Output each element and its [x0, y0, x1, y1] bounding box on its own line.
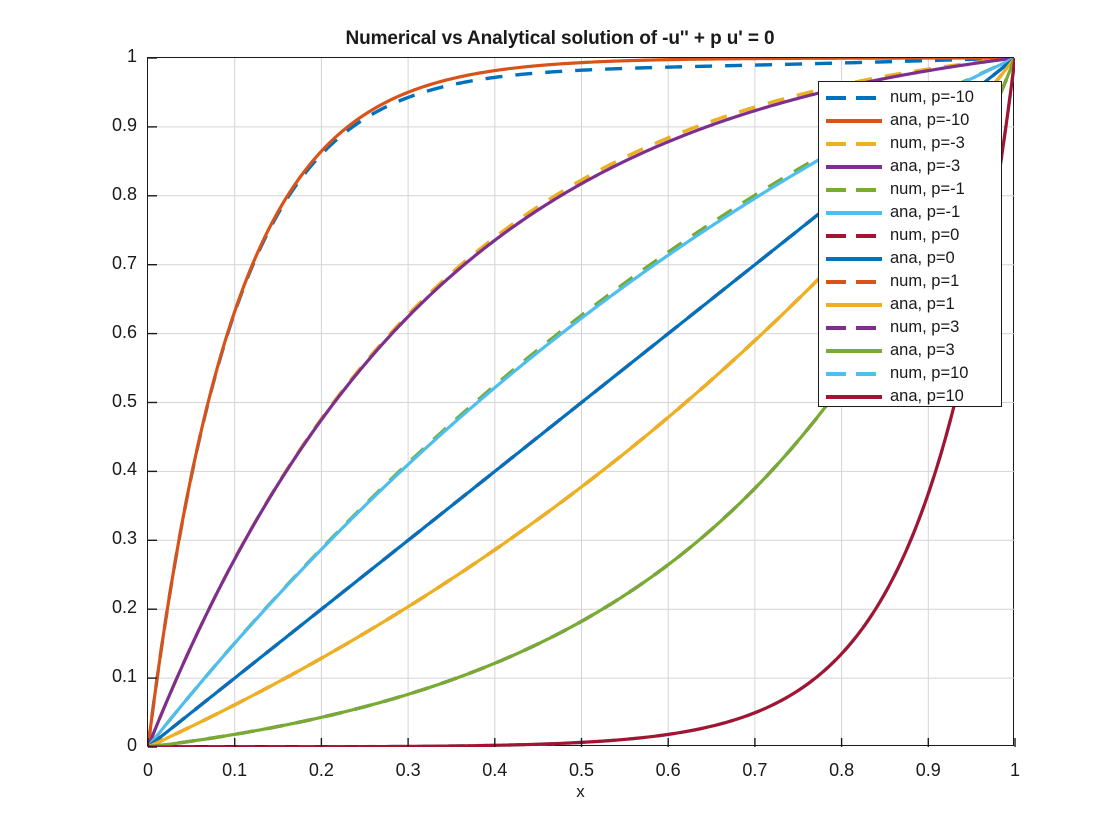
legend-item-label: num, p=3 [890, 318, 960, 336]
legend-box[interactable]: num, p=-10 ana, p=-10 num, p=-3 ana, p=-3 nu… [818, 81, 1002, 407]
legend-item-label: num, p=10 [890, 364, 969, 382]
x-tick-label: 0.7 [742, 760, 768, 780]
legend-color-swatch [826, 160, 882, 174]
y-tick-label: 0.1 [111, 666, 137, 687]
legend-color-swatch [826, 344, 882, 358]
y-tick-label: 1 [126, 46, 137, 66]
legend-color-swatch [826, 390, 882, 404]
y-tick-label: 0.8 [111, 183, 137, 204]
legend-item[interactable]: num, p=-10 [819, 86, 1001, 109]
legend-color-swatch [826, 321, 882, 335]
legend-item-label: num, p=-3 [890, 134, 965, 152]
x-tick-label: 1 [1009, 760, 1020, 780]
y-tick-label: 0 [126, 735, 137, 755]
chart-title: Numerical vs Analytical solution of -u''… [345, 28, 775, 49]
x-tick-label: 0.1 [222, 760, 248, 780]
legend-item[interactable]: num, p=3 [819, 316, 1001, 339]
legend-item[interactable]: num, p=1 [819, 270, 1001, 293]
x-tick-label: 0.9 [915, 760, 941, 780]
legend-item-label: num, p=0 [890, 226, 960, 244]
legend-item-label: num, p=1 [890, 272, 960, 290]
legend-item[interactable]: num, p=10 [819, 362, 1001, 385]
legend-color-swatch [826, 183, 882, 197]
x-tick-label: 0.3 [395, 760, 421, 780]
legend-color-swatch [826, 137, 882, 151]
legend-item-label: num, p=-10 [890, 88, 974, 106]
legend-color-swatch [826, 252, 882, 266]
legend-item[interactable]: num, p=-1 [819, 178, 1001, 201]
y-tick-label: 0.4 [111, 459, 137, 480]
legend-item[interactable]: num, p=0 [819, 224, 1001, 247]
y-tick-label: 0.9 [111, 114, 137, 135]
y-tick-label: 0.7 [111, 252, 137, 273]
y-tick-label: 0.2 [111, 597, 137, 618]
legend-item-label: ana, p=3 [890, 341, 955, 359]
legend-color-swatch [826, 298, 882, 312]
legend-item-label: num, p=-1 [890, 180, 965, 198]
legend-item-label: ana, p=1 [890, 295, 955, 313]
y-tick-label: 0.6 [111, 321, 137, 342]
x-tick-label: 0.2 [308, 760, 334, 780]
tick-marks [147, 57, 1016, 748]
legend-item[interactable]: ana, p=1 [819, 293, 1001, 316]
legend-item-label: ana, p=10 [890, 387, 964, 405]
legend-item[interactable]: ana, p=-1 [819, 201, 1001, 224]
legend-item[interactable]: ana, p=10 [819, 385, 1001, 408]
x-axis-label: x [576, 782, 585, 801]
x-tick-label: 0.4 [482, 760, 508, 780]
legend-item-label: ana, p=-10 [890, 111, 970, 129]
legend-color-swatch [826, 229, 882, 243]
legend-item-label: ana, p=-3 [890, 157, 961, 175]
legend-color-swatch [826, 367, 882, 381]
legend-item[interactable]: ana, p=3 [819, 339, 1001, 362]
legend-item[interactable]: ana, p=-3 [819, 155, 1001, 178]
legend-item[interactable]: num, p=-3 [819, 132, 1001, 155]
y-tick-label: 0.5 [111, 390, 137, 411]
x-tick-label: 0.8 [829, 760, 855, 780]
series-line [148, 58, 1015, 747]
legend-item[interactable]: ana, p=0 [819, 247, 1001, 270]
legend-item[interactable]: ana, p=-10 [819, 109, 1001, 132]
legend-color-swatch [826, 114, 882, 128]
x-tick-label: 0 [142, 760, 153, 780]
x-tick-label: 0.5 [568, 760, 595, 780]
y-tick-label: 0.3 [111, 528, 137, 549]
legend-color-swatch [826, 275, 882, 289]
legend-item-label: ana, p=-1 [890, 203, 961, 221]
legend-item-label: ana, p=0 [890, 249, 955, 267]
x-tick-label: 0.6 [655, 760, 681, 780]
series-line [148, 58, 1015, 747]
legend-color-swatch [826, 206, 882, 220]
legend-color-swatch [826, 91, 882, 105]
